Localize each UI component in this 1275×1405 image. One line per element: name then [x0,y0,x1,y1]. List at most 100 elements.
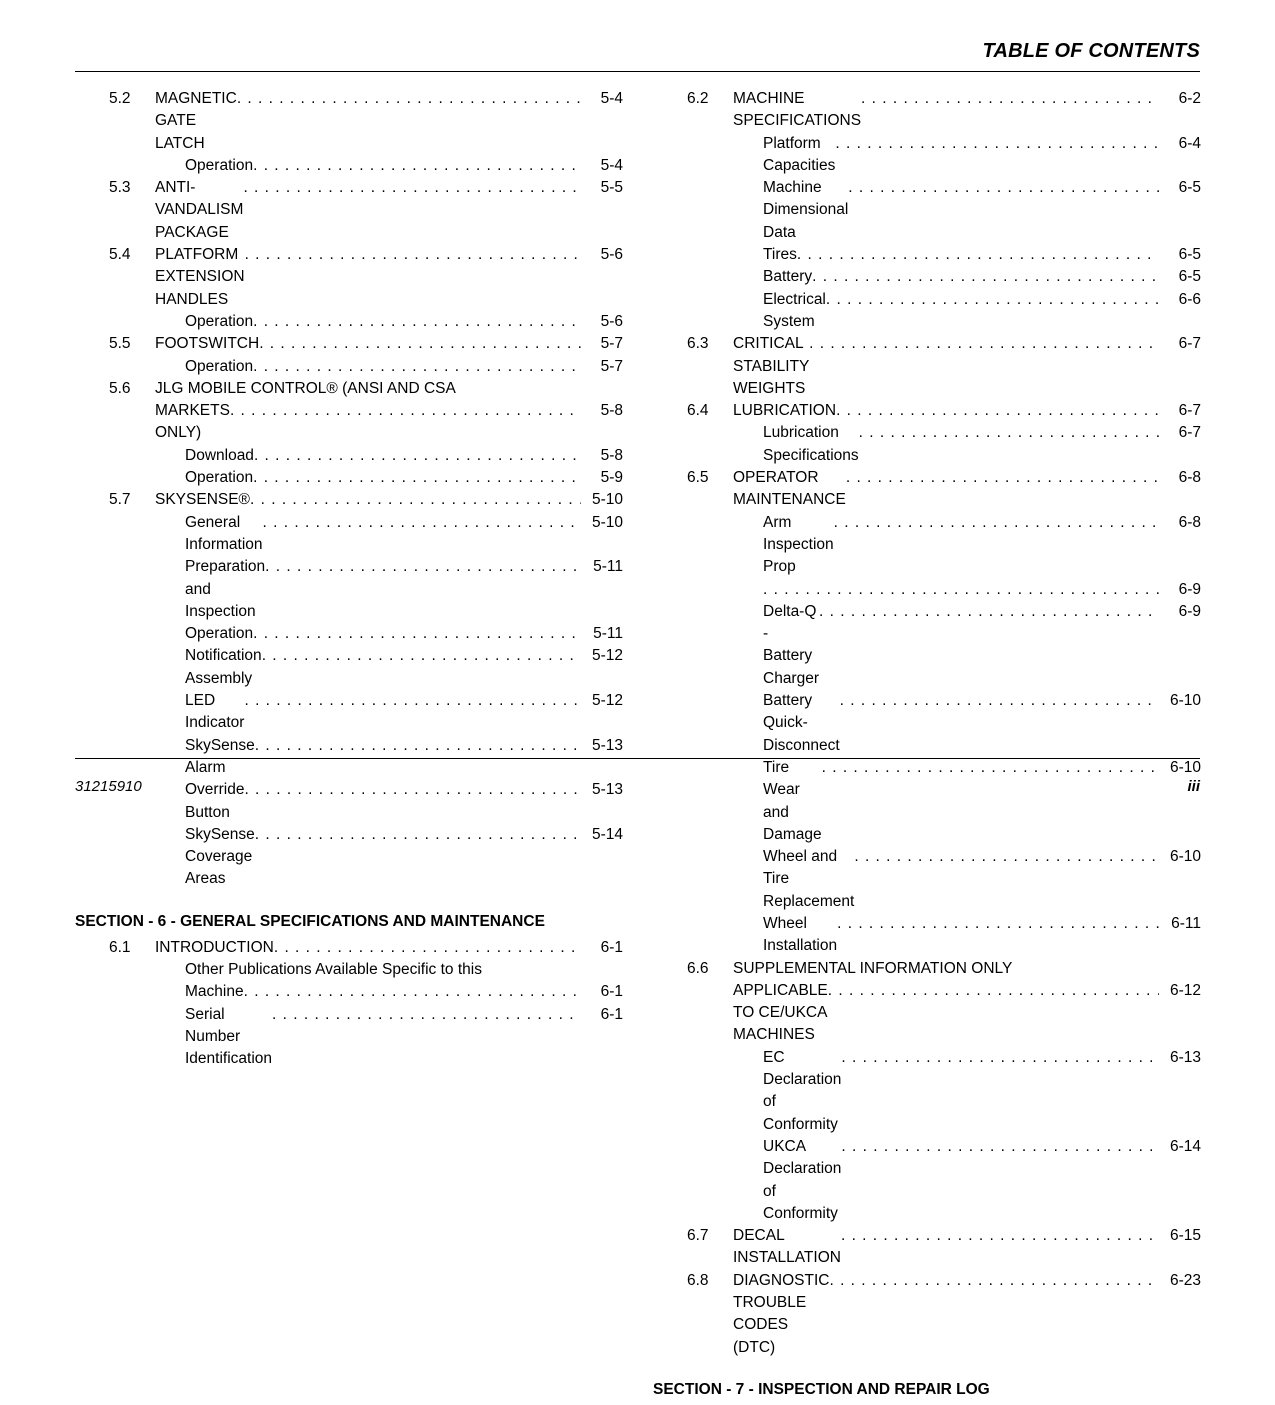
page: TABLE OF CONTENTS 5.2MAGNETIC GATE LATCH… [0,0,1275,825]
toc-leader [859,422,1159,444]
toc-leader [244,981,581,1003]
toc-subentry: Download 5-8 [75,445,623,467]
toc-subentry-text: Operation [185,467,253,489]
toc-subentry-page: 6-14 [1159,1136,1201,1158]
toc-subentry: Notification Assembly5-12 [75,645,623,690]
toc-entry: 5.5FOOTSWITCH5-7 [75,333,623,355]
toc-subentry-page: 5-9 [581,467,623,489]
toc-leader [253,311,581,333]
toc-subentry-text: Arm Inspection Prop [763,512,834,579]
toc-subentry-page: 6-6 [1159,289,1201,311]
toc-entry-page: 5-4 [581,88,623,110]
toc-entry: 5.4PLATFORM EXTENSION HANDLES 5-6 [75,244,623,311]
toc-subentry-text: Download [185,445,254,467]
toc-leader [846,467,1159,489]
toc-subentry: Tires 6-5 [653,244,1201,266]
toc-entry-page: 6-15 [1159,1225,1201,1247]
toc-entry-text: FOOTSWITCH [155,333,259,355]
toc-entry: 6.6SUPPLEMENTAL INFORMATION ONLY [653,958,1201,980]
toc-subentry-text: SkySense Alarm [185,735,255,780]
toc-column-left: 5.2MAGNETIC GATE LATCH5-4Operation5-45.3… [75,88,623,1405]
toc-entry: 6.8DIAGNOSTIC TROUBLE CODES (DTC) 6-23 [653,1270,1201,1359]
toc-subentry-text: Wheel and Tire Replacement [763,846,854,913]
toc-subentry-page: 6-13 [1159,1047,1201,1069]
toc-subentry-page: 6-1 [581,1004,623,1026]
toc-leader [265,556,581,578]
toc-entry-text: ANTI-VANDALISM PACKAGE [155,177,243,244]
toc-subentry-text: Machine [185,981,244,1003]
toc-leader [840,690,1159,712]
toc-entry-text: PLATFORM EXTENSION HANDLES [155,244,245,311]
toc-entry: 6.4LUBRICATION6-7 [653,400,1201,422]
toc-subentry-page: 6-1 [581,981,623,1003]
toc-entry: 6.5OPERATOR MAINTENANCE6-8 [653,467,1201,512]
toc-entry: 5.3ANTI-VANDALISM PACKAGE5-5 [75,177,623,244]
toc-subentry-page: 6-7 [1159,422,1201,444]
toc-subentry-text: Serial Number Identification [185,1004,272,1071]
toc-subentry: Lubrication Specifications 6-7 [653,422,1201,467]
toc-subentry-page: 5-11 [581,556,623,578]
toc-subentry-page: 6-10 [1159,846,1201,868]
toc-subentry: SkySense Coverage Areas5-14 [75,824,623,891]
toc-subentry-text: Electrical System [763,289,826,334]
toc-subentry-text: Operation [185,623,253,645]
toc-subentry-text: Platform Capacities [763,133,835,178]
toc-subentry-text: Tire Wear and Damage [763,757,822,846]
toc-subentry-page: 5-8 [581,445,623,467]
toc-subentry-page: 6-5 [1159,244,1201,266]
toc-entry-number: 6.2 [653,88,733,110]
toc-leader [763,579,1159,601]
toc-leader [797,244,1159,266]
toc-subentry: UKCA Declaration of Conformity 6-14 [653,1136,1201,1225]
toc-leader [253,155,581,177]
toc-entry-page: 6-23 [1159,1270,1201,1292]
toc-subentry-text: EC Declaration of Conformity [763,1047,841,1136]
toc-entry-text: DIAGNOSTIC TROUBLE CODES (DTC) [733,1270,829,1359]
toc-subentry: Electrical System 6-6 [653,289,1201,334]
toc-leader [848,177,1159,199]
toc-subentry: 6-9 [653,579,1201,601]
toc-subentry-text: Tires [763,244,797,266]
toc-entry-page: 5-5 [581,177,623,199]
toc-entry-page: 6-2 [1159,88,1201,110]
toc-subentry-text: Lubrication Specifications [763,422,859,467]
toc-subentry-text: UKCA Declaration of Conformity [763,1136,841,1225]
toc-entry: 5.6JLG MOBILE CONTROL® (ANSI AND CSA [75,378,623,400]
toc-entry-number: 6.5 [653,467,733,489]
toc-subentry-text: Operation [185,155,253,177]
toc-subentry-text: Delta-Q - Battery Charger [763,601,819,690]
toc-leader [861,88,1159,110]
toc-leader [837,913,1159,935]
toc-leader [829,1270,1159,1292]
toc-subentry-text: LED Indicator [185,690,244,735]
toc-entry-text: INTRODUCTION [155,937,274,959]
toc-subentry: Platform Capacities6-4 [653,133,1201,178]
toc-subentry: Operation5-4 [75,155,623,177]
toc-leader [259,333,581,355]
toc-leader [828,980,1159,1002]
toc-entry-text: SKYSENSE® [155,489,250,511]
footer-page-number: iii [1187,778,1200,795]
toc-entry-text: MACHINE SPECIFICATIONS [733,88,861,133]
toc-entry-number: 5.4 [75,244,155,266]
toc-subentry: Tire Wear and Damage6-10 [653,757,1201,846]
toc-subentry-page: 6-5 [1159,177,1201,199]
toc-entry-page: 5-8 [581,400,623,422]
toc-entry-number: 6.6 [653,958,733,980]
toc-subentry: SkySense Alarm5-13 [75,735,623,780]
toc-column-right: 6.2MACHINE SPECIFICATIONS 6-2 Platform Cap… [653,88,1201,1405]
toc-leader [822,757,1159,779]
toc-entry-page: 5-6 [581,244,623,266]
toc-entry: 6.3CRITICAL STABILITY WEIGHTS6-7 [653,333,1201,400]
toc-entry-text: OPERATOR MAINTENANCE [733,467,846,512]
toc-leader [253,623,581,645]
toc-subentry: EC Declaration of Conformity 6-13 [653,1047,1201,1136]
toc-subentry: Battery Quick-Disconnect6-10 [653,690,1201,757]
section-heading: SECTION - 6 - GENERAL SPECIFICATIONS AND… [75,911,623,933]
toc-subentry-text: Operation [185,356,253,378]
toc-entry-number: 6.8 [653,1270,733,1292]
toc-entry-text: DECAL INSTALLATION [733,1225,841,1270]
toc-entry-text: CRITICAL STABILITY WEIGHTS [733,333,809,400]
toc-leader [274,937,581,959]
toc-entry: 6.2MACHINE SPECIFICATIONS 6-2 [653,88,1201,133]
